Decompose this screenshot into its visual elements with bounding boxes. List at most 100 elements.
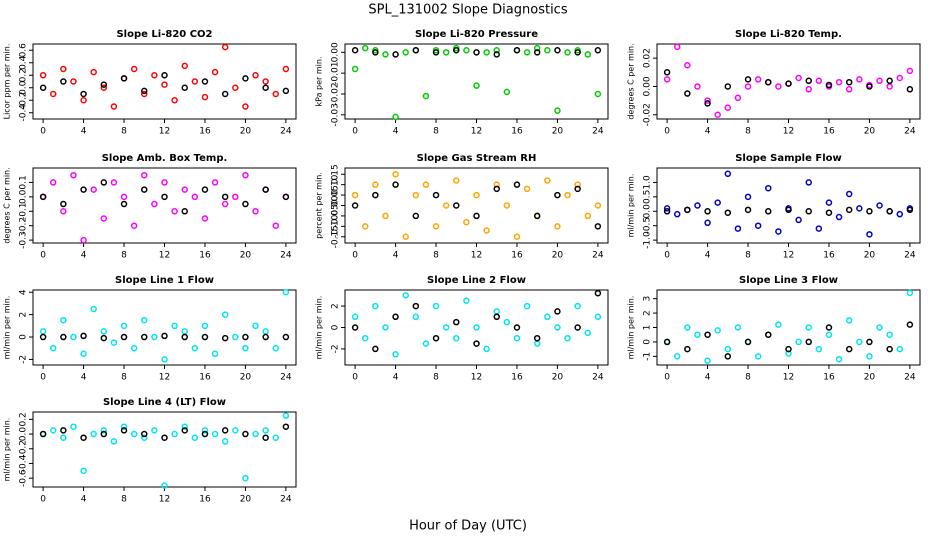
- point: [866, 83, 873, 90]
- point: [493, 47, 500, 54]
- point: [90, 68, 97, 76]
- x-tick-label: 8: [121, 127, 127, 137]
- point: [483, 227, 490, 234]
- x-tick-label: 24: [592, 127, 604, 137]
- x-tick-label: 4: [81, 373, 87, 383]
- y-tick-label: 1.0: [643, 175, 653, 190]
- y-tick-label: 2: [331, 303, 341, 309]
- point: [80, 90, 87, 98]
- point: [856, 338, 863, 346]
- y-axis-label: ml/min per min.: [3, 418, 12, 482]
- point: [80, 434, 87, 441]
- point: [574, 49, 581, 56]
- point: [100, 430, 108, 438]
- point: [805, 338, 812, 346]
- point: [544, 313, 551, 321]
- point: [151, 72, 158, 79]
- point: [724, 353, 732, 360]
- point: [805, 77, 812, 85]
- y-tick-label: -2: [19, 355, 29, 364]
- x-tick-label: 24: [280, 495, 292, 505]
- x-tick-label: 8: [433, 373, 439, 383]
- point: [684, 90, 691, 97]
- point: [361, 44, 369, 52]
- y-tick-label: -1: [643, 352, 653, 361]
- point: [896, 345, 904, 353]
- point: [221, 334, 229, 342]
- point: [503, 318, 511, 326]
- y-tick-label: 0.0: [19, 80, 29, 95]
- point: [825, 199, 833, 206]
- point: [673, 43, 681, 51]
- point: [161, 72, 168, 79]
- point: [866, 231, 873, 238]
- point: [906, 206, 914, 214]
- x-axis-label: Hour of Day (UTC): [409, 519, 527, 534]
- y-tick-label: -0.2: [19, 217, 29, 235]
- point: [704, 100, 711, 107]
- point: [372, 302, 379, 310]
- point: [493, 308, 500, 315]
- x-tick-label: 12: [783, 373, 794, 383]
- panel-title: Slope Line 1 Flow: [115, 275, 214, 286]
- y-axis-label: kPa per min.: [315, 56, 324, 106]
- y-tick-label: 0.6: [19, 43, 29, 58]
- y-tick-label: -0.01: [331, 62, 341, 85]
- y-axis-label: percent per min.: [315, 172, 324, 239]
- point: [181, 208, 188, 215]
- point: [886, 345, 893, 353]
- point: [262, 434, 269, 441]
- point: [80, 467, 87, 475]
- point: [463, 47, 470, 54]
- point: [825, 209, 833, 216]
- x-tick-label: 4: [393, 127, 399, 137]
- point: [161, 81, 168, 88]
- point: [130, 430, 138, 438]
- point: [684, 61, 691, 69]
- point: [775, 321, 782, 328]
- point: [845, 345, 853, 353]
- y-tick-label: -0.2: [19, 440, 29, 458]
- point: [503, 88, 511, 96]
- point: [805, 208, 812, 215]
- point: [80, 350, 87, 358]
- point: [845, 190, 853, 198]
- point: [744, 83, 752, 90]
- point: [211, 68, 219, 76]
- point: [744, 76, 752, 83]
- point: [221, 90, 229, 98]
- point: [272, 90, 280, 98]
- x-tick-label: 12: [783, 127, 794, 137]
- point: [523, 185, 531, 193]
- panel-title: Slope Li-820 Temp.: [735, 29, 842, 40]
- x-tick-label: 20: [552, 251, 564, 261]
- point: [554, 308, 561, 315]
- point: [574, 47, 581, 54]
- point: [201, 186, 209, 193]
- point: [663, 338, 671, 346]
- y-tick-label: 0.2: [19, 68, 29, 82]
- y-tick-label: -0.2: [19, 91, 29, 109]
- y-tick-label: 1: [643, 325, 653, 331]
- point: [906, 67, 914, 75]
- x-tick-label: 0: [40, 373, 46, 383]
- point: [221, 311, 229, 318]
- x-tick-label: 12: [159, 373, 170, 383]
- x-tick-label: 24: [904, 373, 916, 383]
- y-tick-label: 0.4: [19, 55, 29, 70]
- point: [704, 331, 711, 338]
- x-tick-label: 12: [783, 251, 794, 261]
- point: [80, 236, 87, 244]
- point: [704, 219, 711, 227]
- panel-title: Slope Line 3 Flow: [739, 275, 838, 286]
- x-tick-label: 16: [823, 373, 835, 383]
- y-tick-label: -0.1: [19, 202, 29, 220]
- point: [80, 97, 87, 104]
- point: [39, 328, 47, 335]
- point: [372, 49, 379, 56]
- point: [221, 43, 229, 51]
- point: [201, 427, 209, 434]
- point: [594, 313, 602, 321]
- point: [282, 423, 290, 430]
- y-axis-label: ml/min per min.: [315, 296, 324, 360]
